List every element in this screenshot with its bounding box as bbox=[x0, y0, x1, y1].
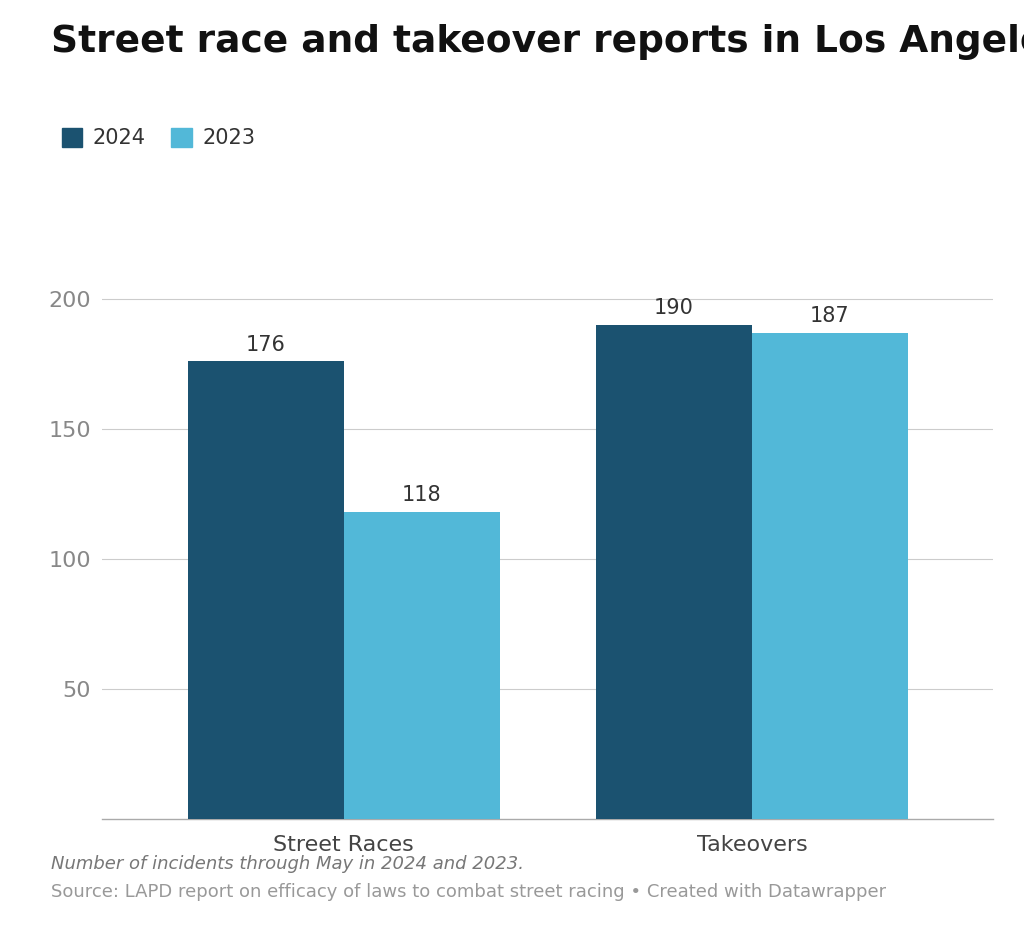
Text: 176: 176 bbox=[246, 335, 286, 355]
Text: Source: LAPD report on efficacy of laws to combat street racing • Created with D: Source: LAPD report on efficacy of laws … bbox=[51, 884, 887, 901]
Legend: 2024, 2023: 2024, 2023 bbox=[61, 128, 255, 149]
Text: 190: 190 bbox=[654, 298, 694, 318]
Text: 187: 187 bbox=[810, 306, 850, 327]
Bar bbox=[596, 325, 752, 819]
Bar bbox=[344, 512, 500, 819]
Bar bbox=[752, 333, 908, 819]
Text: Number of incidents through May in 2024 and 2023.: Number of incidents through May in 2024 … bbox=[51, 855, 524, 873]
Bar bbox=[187, 361, 344, 819]
Text: 118: 118 bbox=[401, 486, 441, 505]
Text: Street race and takeover reports in Los Angeles: Street race and takeover reports in Los … bbox=[51, 24, 1024, 59]
